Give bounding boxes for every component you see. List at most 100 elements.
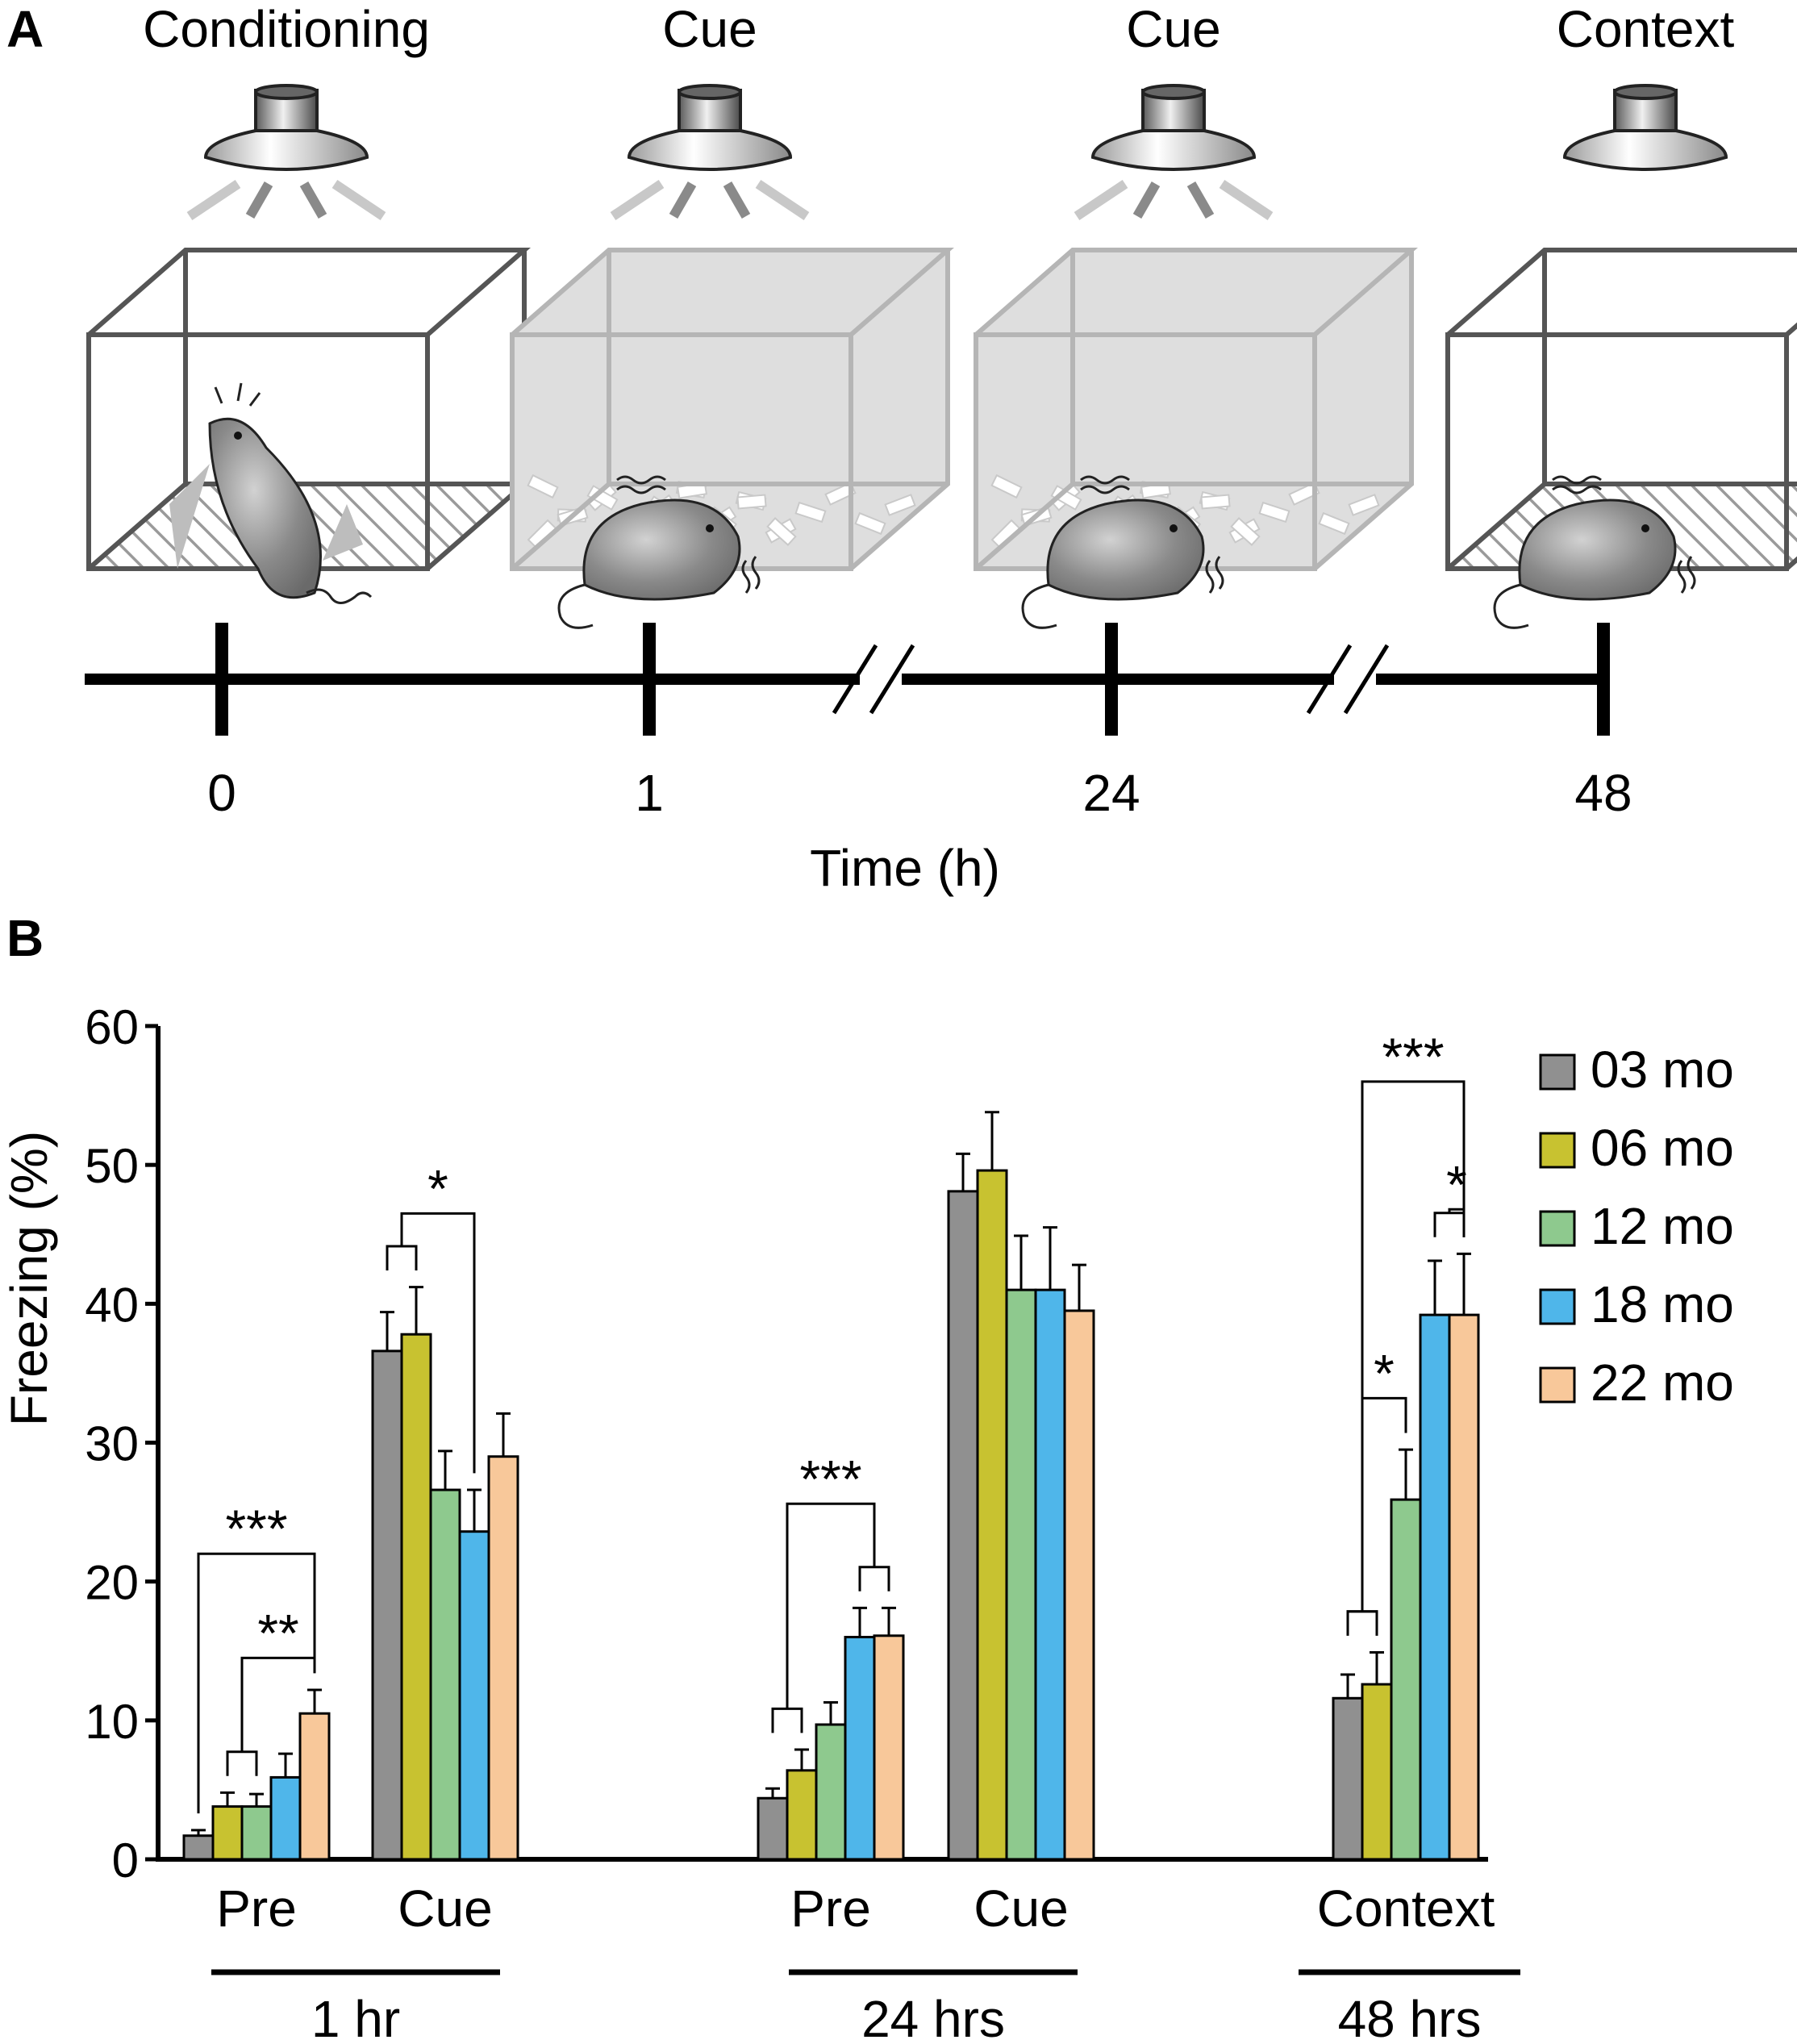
group-label: Cue — [398, 1879, 492, 1938]
bar — [976, 1169, 1008, 1861]
timeline-tick-label: 48 — [1574, 764, 1632, 822]
group-label: Cue — [974, 1879, 1068, 1938]
legend-label: 18 mo — [1591, 1275, 1734, 1333]
shaded-chamber — [510, 248, 954, 571]
legend-swatch — [1539, 1132, 1576, 1169]
bedding — [766, 517, 797, 546]
stage-2: Cue — [510, 0, 954, 629]
significance-bracket: * — [1433, 1154, 1467, 1237]
stage-title: Conditioning — [143, 0, 430, 58]
significance-label: *** — [225, 1499, 287, 1558]
bedding — [736, 494, 767, 510]
bar — [1063, 1309, 1095, 1861]
group-label: Context — [1317, 1879, 1495, 1938]
significance-bracket: *** — [771, 1449, 890, 1733]
stage-title: Cue — [662, 0, 757, 58]
bar — [815, 1723, 847, 1861]
freezing-mouse-icon — [1493, 475, 1696, 629]
legend: 03 mo 06 mo 12 mo 18 mo 22 mo — [1539, 1041, 1734, 1412]
bar — [1005, 1288, 1037, 1861]
significance-label: * — [1446, 1154, 1467, 1214]
tremble-icon — [741, 556, 761, 594]
significance-bracket: *** — [197, 1499, 316, 1814]
significance-bracket: ** — [226, 1603, 316, 1776]
bar — [947, 1190, 979, 1861]
light-ray — [1132, 181, 1161, 219]
y-tick-label: 30 — [85, 1417, 139, 1471]
shaded-chamber — [974, 248, 1418, 571]
significance-label: ** — [257, 1603, 298, 1662]
bar — [1419, 1313, 1451, 1861]
bar — [240, 1805, 273, 1861]
bedding — [1258, 501, 1290, 524]
y-tick-label: 50 — [85, 1139, 139, 1193]
light-ray — [331, 180, 386, 220]
legend-swatch — [1539, 1288, 1576, 1325]
legend-label: 12 mo — [1591, 1197, 1734, 1255]
legend-label: 06 mo — [1591, 1119, 1734, 1177]
bar — [211, 1805, 244, 1861]
light-ray — [755, 180, 810, 220]
light-ray — [186, 180, 241, 220]
timeline: 0 1 24 48 — [85, 623, 1632, 822]
bar — [873, 1634, 905, 1861]
significance-bracket: * — [1346, 1343, 1407, 1636]
shock-icon — [169, 464, 210, 569]
bar — [757, 1796, 789, 1861]
lamp-icon — [1074, 84, 1274, 220]
tremble-icon — [1205, 556, 1224, 594]
bar — [487, 1455, 519, 1861]
time-axis-label: Time (h) — [810, 839, 1000, 897]
lamp-icon — [186, 84, 386, 220]
legend-swatch — [1539, 1366, 1576, 1404]
panel-a-label: A — [6, 0, 44, 58]
y-tick-label: 40 — [85, 1278, 139, 1332]
freezing-mouse-icon — [1021, 475, 1224, 629]
axis-break — [1306, 644, 1353, 715]
significance-bracket: * — [386, 1158, 476, 1474]
bedding — [586, 485, 619, 511]
bedding — [884, 494, 916, 516]
significance-label: *** — [1382, 1027, 1444, 1087]
significance-label: *** — [799, 1449, 861, 1508]
axis-break — [1343, 644, 1390, 715]
stage-title: Cue — [1126, 0, 1220, 58]
tremble-icon — [1552, 475, 1602, 494]
stages: Conditioning Cue Cue Context — [86, 0, 1797, 629]
stage-4: Context — [1445, 0, 1797, 629]
shocked-mouse-icon — [169, 382, 373, 604]
light-ray — [669, 181, 697, 219]
bedding — [1050, 485, 1082, 511]
light-ray — [610, 180, 665, 220]
freezing-chart: 0 10 20 30 40 50 60 Pre Cue Pre Cue Context 1 hr 24 h… — [85, 1000, 1520, 2044]
bar — [400, 1333, 432, 1861]
bedding — [527, 473, 559, 499]
axis-break — [869, 644, 915, 715]
axis-break — [832, 644, 878, 715]
bar — [458, 1530, 490, 1861]
light-ray — [1186, 181, 1215, 219]
significance-label: * — [427, 1158, 448, 1218]
light-ray — [1219, 180, 1274, 220]
light-ray — [245, 181, 273, 219]
light-ray — [723, 181, 751, 219]
bar — [269, 1775, 302, 1861]
bedding — [1200, 494, 1231, 510]
y-tick-label: 60 — [85, 1000, 139, 1054]
freezing-mouse-icon — [557, 475, 761, 629]
lamp-icon — [1562, 84, 1728, 171]
stage-1: Conditioning — [86, 0, 531, 604]
bar — [786, 1769, 818, 1861]
timeline-tick-label: 0 — [207, 764, 236, 822]
legend-swatch — [1539, 1053, 1576, 1091]
bar — [844, 1636, 876, 1861]
bar — [182, 1834, 215, 1861]
y-tick-label: 0 — [112, 1833, 139, 1888]
legend-label: 03 mo — [1591, 1041, 1734, 1099]
group-label: Pre — [790, 1879, 871, 1938]
bar — [1332, 1696, 1364, 1861]
bar — [1034, 1288, 1066, 1861]
bedding — [1318, 511, 1350, 536]
panel-b: B Freezing (%) 0 10 20 30 40 50 60 Pre Cue Pre Cue… — [0, 909, 1734, 2044]
